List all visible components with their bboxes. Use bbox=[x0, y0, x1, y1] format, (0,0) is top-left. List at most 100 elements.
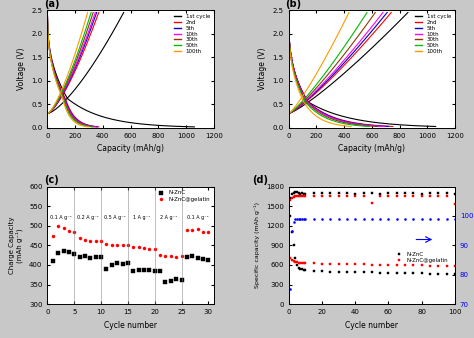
N-ZnC bbox=[82, 254, 88, 258]
X-axis label: Cycle number: Cycle number bbox=[104, 321, 157, 330]
N-ZnC@gelatin bbox=[200, 230, 206, 234]
Y-axis label: Specific capacity (mAh g⁻¹): Specific capacity (mAh g⁻¹) bbox=[254, 202, 260, 288]
N-ZnC@gelatin bbox=[104, 242, 109, 246]
N-ZnC@gelatin bbox=[328, 262, 333, 266]
N-ZnC@gelatin bbox=[296, 261, 301, 265]
N-ZnC@gelatin bbox=[352, 262, 358, 266]
N-ZnC bbox=[352, 270, 358, 274]
N-ZnC@gelatin bbox=[344, 262, 350, 266]
N-ZnC@gelatin bbox=[77, 236, 82, 240]
N-ZnC@gelatin bbox=[146, 247, 152, 251]
N-ZnC bbox=[206, 258, 211, 262]
N-ZnC@gelatin bbox=[377, 263, 383, 267]
N-ZnC@gelatin bbox=[195, 227, 201, 231]
Legend: N-ZnC, N-ZnC@gelatin: N-ZnC, N-ZnC@gelatin bbox=[395, 250, 449, 264]
N-ZnC@gelatin bbox=[427, 264, 433, 268]
X-axis label: Cycle number: Cycle number bbox=[346, 321, 398, 330]
Text: 1 A g⁻¹: 1 A g⁻¹ bbox=[133, 215, 150, 220]
Text: (c): (c) bbox=[44, 175, 59, 186]
N-ZnC@gelatin bbox=[386, 263, 392, 267]
N-ZnC@gelatin bbox=[61, 226, 66, 230]
N-ZnC bbox=[377, 271, 383, 275]
N-ZnC bbox=[88, 256, 93, 260]
N-ZnC bbox=[152, 269, 157, 273]
N-ZnC@gelatin bbox=[444, 264, 449, 268]
N-ZnC@gelatin bbox=[319, 262, 325, 266]
N-ZnC@gelatin bbox=[301, 261, 307, 265]
N-ZnC bbox=[436, 272, 441, 276]
N-ZnC@gelatin bbox=[361, 262, 366, 266]
N-ZnC bbox=[93, 255, 99, 259]
Text: 0.1 A g⁻¹: 0.1 A g⁻¹ bbox=[187, 215, 209, 220]
N-ZnC@gelatin bbox=[72, 231, 77, 235]
N-ZnC bbox=[190, 254, 195, 258]
N-ZnC bbox=[114, 261, 120, 265]
N-ZnC bbox=[77, 255, 82, 259]
N-ZnC bbox=[344, 270, 350, 274]
N-ZnC bbox=[298, 267, 303, 271]
N-ZnC@gelatin bbox=[336, 262, 341, 266]
N-ZnC@gelatin bbox=[66, 229, 72, 233]
N-ZnC bbox=[289, 230, 295, 234]
Text: 2 A g⁻¹: 2 A g⁻¹ bbox=[160, 215, 177, 220]
Text: 0.2 A g⁻¹: 0.2 A g⁻¹ bbox=[77, 215, 99, 220]
N-ZnC@gelatin bbox=[402, 263, 408, 267]
N-ZnC@gelatin bbox=[206, 230, 211, 234]
N-ZnC@gelatin bbox=[125, 243, 131, 247]
Y-axis label: Voltage (V): Voltage (V) bbox=[258, 48, 267, 90]
N-ZnC bbox=[319, 269, 325, 273]
N-ZnC bbox=[452, 272, 458, 276]
N-ZnC bbox=[427, 272, 433, 276]
N-ZnC bbox=[195, 256, 201, 260]
N-ZnC bbox=[104, 267, 109, 271]
N-ZnC@gelatin bbox=[98, 239, 104, 243]
N-ZnC bbox=[419, 271, 425, 275]
N-ZnC bbox=[163, 280, 168, 284]
N-ZnC bbox=[146, 268, 152, 272]
Legend: N-ZnC, N-ZnC@gelatin: N-ZnC, N-ZnC@gelatin bbox=[157, 189, 211, 203]
N-ZnC bbox=[299, 267, 305, 271]
N-ZnC bbox=[72, 252, 77, 256]
N-ZnC@gelatin bbox=[168, 254, 173, 258]
N-ZnC@gelatin bbox=[394, 263, 400, 267]
N-ZnC@gelatin bbox=[190, 228, 195, 232]
N-ZnC@gelatin bbox=[109, 243, 115, 247]
N-ZnC bbox=[292, 257, 298, 261]
N-ZnC@gelatin bbox=[114, 243, 120, 247]
N-ZnC@gelatin bbox=[369, 263, 374, 267]
N-ZnC bbox=[136, 268, 141, 272]
N-ZnC bbox=[296, 266, 301, 270]
Line: N-ZnC@gelatin: N-ZnC@gelatin bbox=[51, 224, 210, 259]
N-ZnC@gelatin bbox=[419, 263, 425, 267]
N-ZnC bbox=[50, 259, 55, 263]
Y-axis label: Charge Capacity
(mAh g⁻¹): Charge Capacity (mAh g⁻¹) bbox=[9, 217, 24, 274]
N-ZnC bbox=[361, 270, 366, 274]
N-ZnC bbox=[120, 262, 126, 266]
N-ZnC bbox=[61, 249, 66, 253]
N-ZnC@gelatin bbox=[299, 261, 305, 265]
N-ZnC bbox=[394, 271, 400, 275]
N-ZnC bbox=[98, 255, 104, 259]
N-ZnC bbox=[55, 251, 61, 255]
N-ZnC bbox=[369, 270, 374, 274]
N-ZnC@gelatin bbox=[289, 258, 295, 262]
N-ZnC@gelatin bbox=[311, 261, 317, 265]
Line: N-ZnC: N-ZnC bbox=[51, 250, 210, 283]
N-ZnC bbox=[66, 250, 72, 255]
N-ZnC@gelatin bbox=[82, 238, 88, 242]
N-ZnC@gelatin bbox=[410, 263, 416, 267]
N-ZnC@gelatin bbox=[120, 243, 126, 247]
N-ZnC bbox=[410, 271, 416, 275]
Text: (a): (a) bbox=[44, 0, 60, 9]
N-ZnC bbox=[291, 243, 297, 247]
Legend: 1st cycle, 2nd, 5th, 10th, 30th, 50th, 100th: 1st cycle, 2nd, 5th, 10th, 30th, 50th, 1… bbox=[173, 13, 211, 55]
N-ZnC@gelatin bbox=[294, 260, 300, 264]
N-ZnC@gelatin bbox=[130, 244, 136, 248]
N-ZnC bbox=[168, 279, 173, 283]
N-ZnC@gelatin bbox=[93, 239, 99, 243]
Line: N-ZnC: N-ZnC bbox=[289, 215, 456, 275]
N-ZnC@gelatin bbox=[179, 254, 184, 258]
Line: N-ZnC@gelatin: N-ZnC@gelatin bbox=[289, 257, 456, 267]
N-ZnC bbox=[402, 271, 408, 275]
N-ZnC@gelatin bbox=[88, 239, 93, 243]
